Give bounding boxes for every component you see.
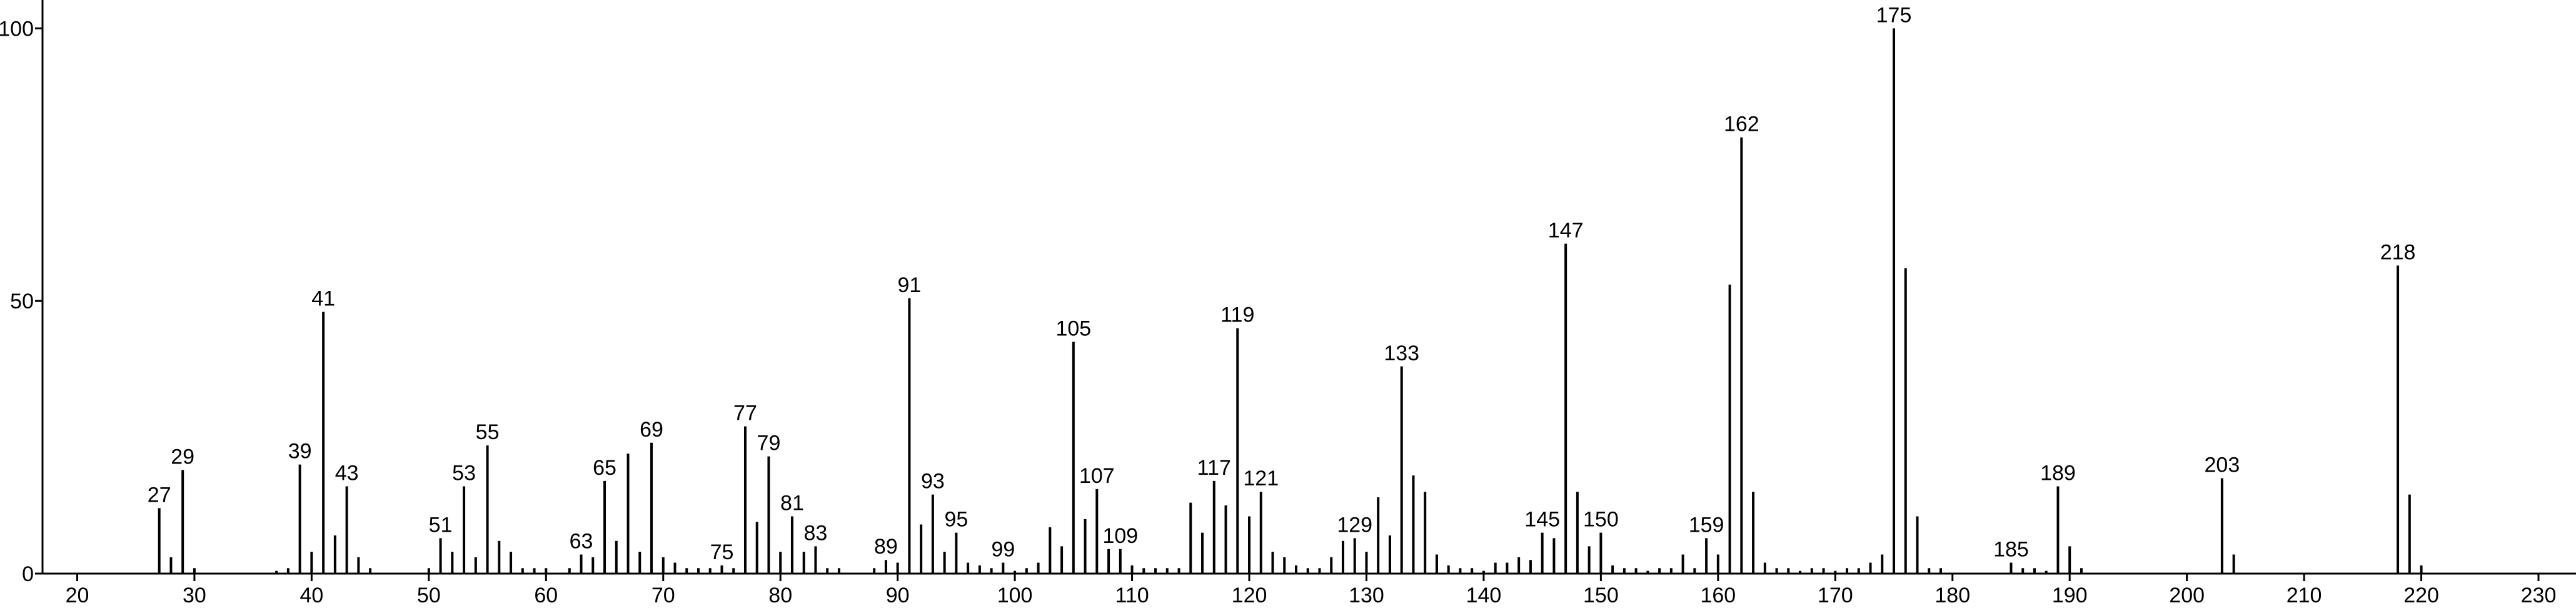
peak-label: 117	[1197, 456, 1231, 480]
peak-label: 27	[148, 483, 171, 507]
x-tick-label: 190	[2052, 584, 2088, 607]
peak-label: 203	[2205, 453, 2240, 477]
x-tick-label: 170	[1818, 584, 1853, 607]
peak-label: 53	[452, 462, 476, 485]
peak-label: 162	[1724, 113, 1759, 136]
peak-label: 105	[1055, 317, 1091, 341]
x-tick-label: 40	[299, 584, 323, 607]
x-tick-label: 30	[183, 584, 206, 607]
peak-label: 41	[311, 287, 335, 311]
peak-label: 29	[171, 445, 194, 469]
y-tick-label: 50	[10, 290, 34, 313]
peak-label: 107	[1079, 464, 1115, 488]
peak-label: 43	[335, 462, 359, 485]
x-tick-label: 230	[2521, 584, 2557, 607]
peak-label: 145	[1524, 508, 1560, 532]
x-tick-label: 50	[417, 584, 441, 607]
x-tick-label: 160	[1700, 584, 1736, 607]
peak-label: 39	[288, 440, 312, 464]
peak-label: 175	[1876, 3, 1912, 27]
peak-label: 81	[780, 491, 804, 515]
x-tick-label: 220	[2403, 584, 2439, 607]
peak-label: 185	[1993, 538, 2029, 562]
peak-label: 129	[1337, 513, 1372, 537]
x-tick-label: 70	[652, 584, 675, 607]
x-tick-label: 90	[886, 584, 910, 607]
peak-label: 133	[1384, 342, 1419, 365]
peak-label: 150	[1583, 508, 1619, 532]
x-tick-label: 130	[1349, 584, 1384, 607]
y-tick-label: 100	[0, 17, 34, 41]
peak-label: 119	[1220, 303, 1254, 327]
peak-label: 89	[874, 535, 898, 559]
peak-label: 93	[921, 470, 945, 494]
peak-label: 91	[897, 273, 921, 297]
peak-label: 63	[570, 529, 593, 553]
peak-label: 189	[2040, 462, 2076, 485]
peak-label: 95	[944, 508, 968, 532]
y-tick-label: 0	[22, 562, 34, 586]
peak-label: 79	[757, 432, 781, 455]
x-tick-label: 20	[66, 584, 89, 607]
peak-label: 159	[1689, 513, 1724, 537]
x-tick-label: 120	[1232, 584, 1267, 607]
peak-label: 77	[733, 402, 757, 425]
peak-label: 65	[593, 456, 616, 480]
x-tick-label: 210	[2287, 584, 2322, 607]
peak-label: 55	[476, 420, 500, 444]
peak-label: 109	[1102, 524, 1138, 548]
x-tick-label: 60	[534, 584, 558, 607]
x-tick-label: 150	[1583, 584, 1619, 607]
x-tick-label: 110	[1115, 584, 1149, 607]
peak-label: 83	[804, 521, 828, 545]
peak-label: 75	[710, 540, 734, 564]
peak-label: 69	[640, 418, 663, 442]
peak-label: 121	[1243, 467, 1279, 490]
x-tick-label: 80	[768, 584, 792, 607]
peak-label: 218	[2380, 241, 2416, 265]
peak-label: 51	[429, 513, 453, 537]
peak-label: 99	[991, 538, 1015, 562]
x-tick-label: 180	[1935, 584, 1970, 607]
peak-label: 147	[1548, 219, 1584, 243]
x-tick-label: 100	[997, 584, 1033, 607]
x-tick-label: 200	[2169, 584, 2205, 607]
x-tick-label: 140	[1466, 584, 1502, 607]
